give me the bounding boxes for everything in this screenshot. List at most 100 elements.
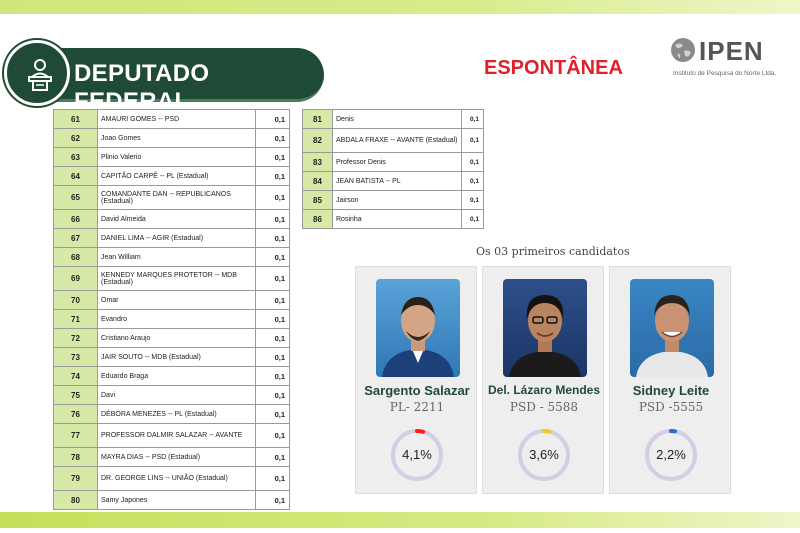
name-cell: Cristiano Araujo bbox=[97, 328, 256, 348]
table-row: 68 Jean William 0,1 bbox=[53, 247, 290, 267]
percent-cell: 0,1 bbox=[255, 109, 290, 129]
percentage-gauge: 4,1% bbox=[389, 427, 445, 483]
percent-cell: 0,1 bbox=[255, 247, 290, 267]
rank-cell: 70 bbox=[53, 290, 98, 310]
percent-cell: 0,1 bbox=[255, 466, 290, 491]
page-title: DEPUTADO FEDERAL bbox=[74, 60, 210, 115]
top-gradient-bar bbox=[0, 0, 800, 14]
percent-cell: 0,1 bbox=[255, 385, 290, 405]
header-banner bbox=[34, 48, 324, 102]
globe-icon bbox=[671, 38, 695, 62]
table-row: 76 DÉBORA MENEZES -- PL (Estadual) 0,1 bbox=[53, 404, 290, 424]
percent-cell: 0,1 bbox=[255, 347, 290, 367]
candidate-name: Sidney Leite bbox=[632, 383, 710, 398]
rank-cell: 83 bbox=[302, 152, 333, 172]
percentage-value: 3,6% bbox=[529, 447, 559, 462]
table-row: 73 JAIR SOUTO -- MDB (Estadual) 0,1 bbox=[53, 347, 290, 367]
header-badge: DEPUTADO FEDERAL bbox=[4, 40, 326, 115]
percent-cell: 0,1 bbox=[255, 328, 290, 348]
ranking-table-right: 81 Denis 0,1 82 ABDALA FRAXE -- AVANTE (Esta… bbox=[302, 109, 484, 229]
table-row: 62 Joao Gomes 0,1 bbox=[53, 128, 290, 148]
rank-cell: 76 bbox=[53, 404, 98, 424]
name-cell: KENNEDY MARQUES PROTETOR -- MDB (Estadua… bbox=[97, 266, 256, 291]
name-cell: DR. GEORGE LINS -- UNIÃO (Estadual) bbox=[97, 466, 256, 491]
survey-type-label: ESPONTÂNEA bbox=[484, 57, 623, 79]
table-row: 63 Plinio Valerio 0,1 bbox=[53, 147, 290, 167]
name-cell: David Almeida bbox=[97, 209, 256, 229]
name-cell: Professor Denis bbox=[332, 152, 462, 172]
rank-cell: 61 bbox=[53, 109, 98, 129]
name-cell: Samy Japones bbox=[97, 490, 256, 510]
gauge-arc bbox=[391, 429, 443, 481]
percent-cell: 0,1 bbox=[255, 366, 290, 386]
candidate-party: PSD -5555 bbox=[638, 400, 704, 414]
name-cell: Davi bbox=[97, 385, 256, 405]
speaker-podium-icon bbox=[28, 59, 52, 91]
percent-cell: 0,1 bbox=[255, 423, 290, 448]
percent-cell: 0,1 bbox=[255, 228, 290, 248]
name-cell: Jairson bbox=[332, 190, 462, 210]
percent-cell: 0,1 bbox=[461, 152, 484, 172]
candidate-party: PSD - 5588 bbox=[509, 400, 579, 414]
person-portrait-icon bbox=[509, 295, 581, 377]
name-cell: CAPITÃO CARPÊ -- PL (Estadual) bbox=[97, 166, 256, 186]
table-row: 61 AMAURI GOMES -- PSD 0,1 bbox=[53, 109, 290, 129]
percentage-gauge: 3,6% bbox=[516, 427, 572, 483]
percent-cell: 0,1 bbox=[255, 185, 290, 210]
rank-cell: 65 bbox=[53, 185, 98, 210]
candidate-name: Del. Lázaro Mendes bbox=[487, 383, 601, 397]
table-row: 83 Professor Denis 0,1 bbox=[302, 152, 484, 172]
candidate-photo bbox=[376, 279, 460, 377]
ipen-logo: IPEN Instituto de Pesquisa do Norte Ltda… bbox=[667, 34, 779, 84]
rank-cell: 85 bbox=[302, 190, 333, 210]
rank-cell: 73 bbox=[53, 347, 98, 367]
candidate-name: Sargento Salazar bbox=[364, 383, 470, 398]
name-cell: AMAURI GOMES -- PSD bbox=[97, 109, 256, 129]
name-cell: DÉBORA MENEZES -- PL (Estadual) bbox=[97, 404, 256, 424]
rank-cell: 80 bbox=[53, 490, 98, 510]
table-row: 86 Rosinha 0,1 bbox=[302, 209, 484, 229]
rank-cell: 71 bbox=[53, 309, 98, 329]
percent-cell: 0,1 bbox=[255, 290, 290, 310]
rank-cell: 62 bbox=[53, 128, 98, 148]
top3-heading: Os 03 primeiros candidatos bbox=[476, 245, 630, 258]
rank-cell: 63 bbox=[53, 147, 98, 167]
percent-cell: 0,1 bbox=[255, 404, 290, 424]
percentage-value: 4,1% bbox=[402, 447, 432, 462]
table-row: 75 Davi 0,1 bbox=[53, 385, 290, 405]
candidate-card: Sargento Salazar PL- 2211 4,1% bbox=[355, 266, 477, 494]
table-row: 79 DR. GEORGE LINS -- UNIÃO (Estadual) 0,1 bbox=[53, 466, 290, 491]
rank-cell: 82 bbox=[302, 128, 333, 153]
person-portrait-icon bbox=[382, 297, 454, 377]
percent-cell: 0,1 bbox=[255, 166, 290, 186]
name-cell: JEAN BATISTA -- PL bbox=[332, 171, 462, 191]
table-row: 80 Samy Japones 0,1 bbox=[53, 490, 290, 510]
candidate-photo bbox=[630, 279, 714, 377]
table-row: 77 PROFESSOR DALMIR SALAZAR -- AVANTE 0,1 bbox=[53, 423, 290, 448]
percent-cell: 0,1 bbox=[461, 128, 484, 153]
rank-cell: 72 bbox=[53, 328, 98, 348]
candidate-party: PL- 2211 bbox=[389, 400, 445, 414]
rank-cell: 75 bbox=[53, 385, 98, 405]
candidate-card: Del. Lázaro Mendes PSD - 5588 3,6% bbox=[482, 266, 604, 494]
percent-cell: 0,1 bbox=[461, 109, 484, 129]
table-row: 65 COMANDANTE DAN -- REPUBLICANOS (Estadu… bbox=[53, 185, 290, 210]
header-icon-circle bbox=[4, 40, 70, 106]
percentage-gauge: 2,2% bbox=[643, 427, 699, 483]
rank-cell: 86 bbox=[302, 209, 333, 229]
table-row: 67 DANIEL LIMA -- AGIR (Estadual) 0,1 bbox=[53, 228, 290, 248]
candidate-card: Sidney Leite PSD -5555 2,2% bbox=[609, 266, 731, 494]
table-row: 69 KENNEDY MARQUES PROTETOR -- MDB (Estad… bbox=[53, 266, 290, 291]
logo-wordmark: IPEN bbox=[699, 36, 764, 66]
name-cell: Omar bbox=[97, 290, 256, 310]
name-cell: Rosinha bbox=[332, 209, 462, 229]
rank-cell: 64 bbox=[53, 166, 98, 186]
candidate-photo bbox=[503, 279, 587, 377]
rank-cell: 77 bbox=[53, 423, 98, 448]
rank-cell: 78 bbox=[53, 447, 98, 467]
name-cell: COMANDANTE DAN -- REPUBLICANOS (Estadual… bbox=[97, 185, 256, 210]
ranking-table-left: 61 AMAURI GOMES -- PSD 0,1 62 Joao Gomes 0,1 6… bbox=[53, 109, 290, 510]
table-row: 71 Evandro 0,1 bbox=[53, 309, 290, 329]
rank-cell: 81 bbox=[302, 109, 333, 129]
